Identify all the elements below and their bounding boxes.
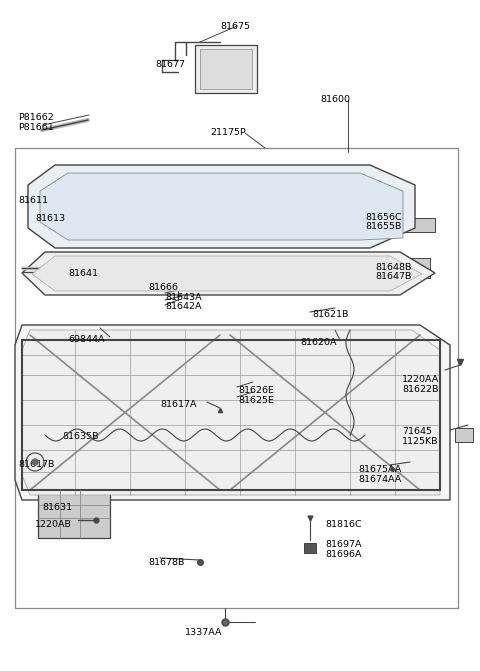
Text: 81678B: 81678B — [148, 558, 184, 567]
Text: P81662: P81662 — [18, 113, 54, 122]
Text: 81625E: 81625E — [238, 396, 274, 405]
Text: 81656C: 81656C — [365, 213, 402, 222]
Text: 81675: 81675 — [220, 22, 250, 31]
Text: 81620A: 81620A — [300, 338, 336, 347]
Bar — [200, 49, 252, 89]
Text: 81613: 81613 — [35, 214, 65, 223]
Polygon shape — [40, 173, 403, 240]
Text: 81666: 81666 — [148, 283, 178, 292]
Text: P81661: P81661 — [18, 123, 54, 132]
Text: 81621B: 81621B — [312, 310, 348, 319]
Text: 81648B: 81648B — [375, 263, 411, 272]
Text: 81631: 81631 — [42, 503, 72, 512]
Text: 1125KB: 1125KB — [402, 437, 439, 446]
Text: 81642A: 81642A — [165, 302, 202, 311]
Text: 81647B: 81647B — [375, 272, 411, 281]
Text: 81600: 81600 — [320, 95, 350, 104]
Text: 1220AB: 1220AB — [35, 520, 72, 529]
Bar — [38, 490, 110, 538]
Text: 81675AA: 81675AA — [358, 465, 401, 474]
Text: 81635B: 81635B — [62, 432, 98, 441]
Text: 69844A: 69844A — [68, 335, 105, 344]
Text: 81696A: 81696A — [325, 550, 361, 559]
Text: 81611: 81611 — [18, 196, 48, 205]
Text: 71645: 71645 — [402, 427, 432, 436]
Polygon shape — [32, 256, 422, 291]
Polygon shape — [28, 165, 415, 248]
Bar — [380, 258, 430, 278]
Text: 21175P: 21175P — [210, 128, 246, 137]
Text: 81643A: 81643A — [165, 293, 202, 302]
Text: 81626E: 81626E — [238, 386, 274, 395]
Text: 81655B: 81655B — [365, 222, 401, 231]
Polygon shape — [22, 252, 435, 295]
Text: 81677: 81677 — [155, 60, 185, 69]
Bar — [195, 45, 257, 93]
Text: 1220AA: 1220AA — [402, 375, 439, 384]
Polygon shape — [15, 325, 450, 500]
Text: 81674AA: 81674AA — [358, 475, 401, 484]
Bar — [15, 148, 458, 608]
Polygon shape — [22, 330, 440, 495]
Text: 81617A: 81617A — [160, 400, 196, 409]
Text: 1337AA: 1337AA — [185, 628, 223, 637]
Text: 81617B: 81617B — [18, 460, 54, 469]
Text: 81816C: 81816C — [325, 520, 361, 529]
Bar — [304, 543, 316, 553]
Bar — [380, 218, 435, 232]
Bar — [455, 428, 473, 442]
Text: 81697A: 81697A — [325, 540, 361, 549]
Text: 81641: 81641 — [68, 269, 98, 278]
Text: 81622B: 81622B — [402, 385, 438, 394]
Circle shape — [32, 459, 38, 465]
